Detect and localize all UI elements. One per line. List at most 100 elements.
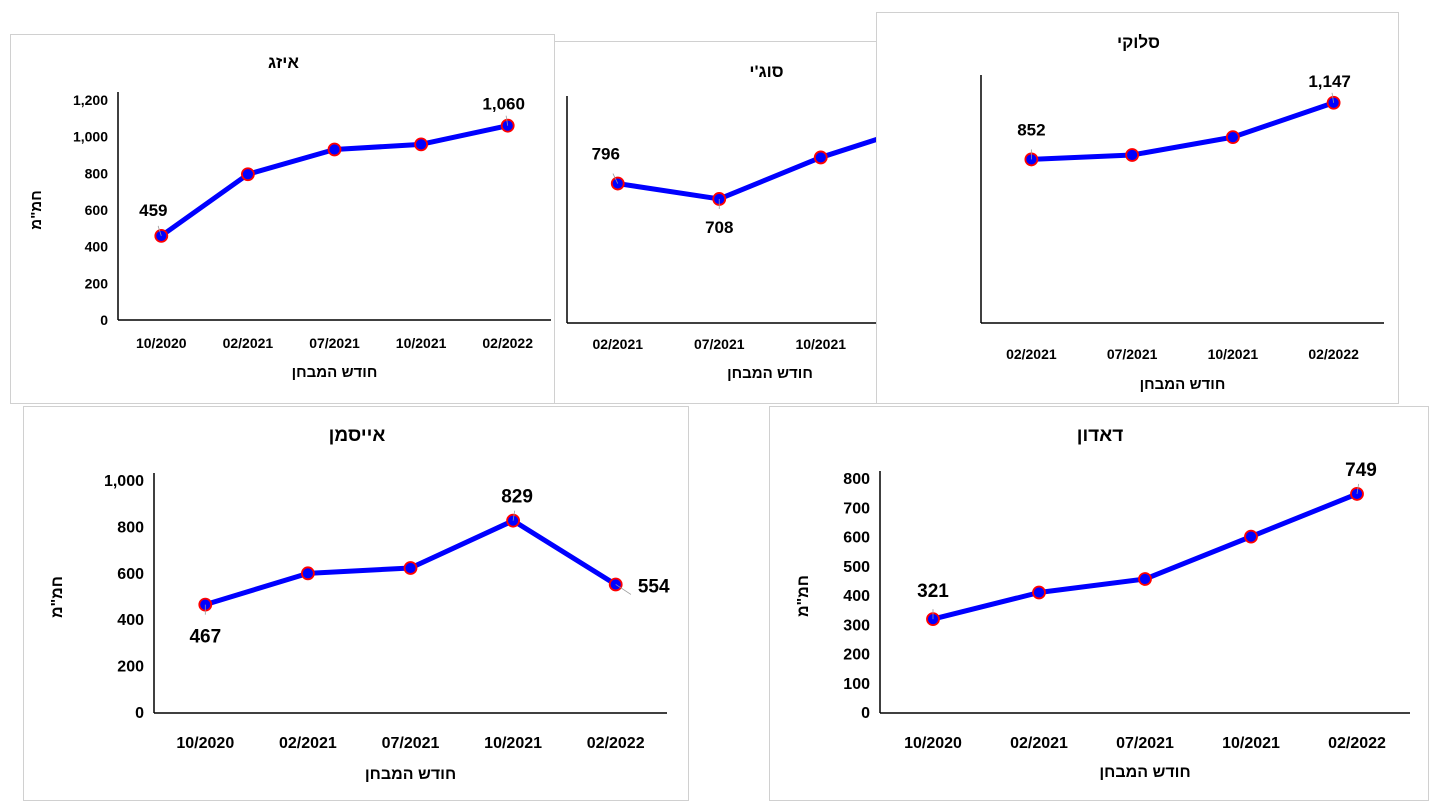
series-line xyxy=(617,122,924,202)
chart-title: איזג xyxy=(268,53,299,72)
y-tick-label: 200 xyxy=(85,275,109,291)
x-tick-label: 02/2021 xyxy=(279,735,337,752)
x-tick-label: 10/2020 xyxy=(904,735,962,752)
data-label: 852 xyxy=(1017,120,1045,139)
y-tick-label: 400 xyxy=(85,239,109,255)
x-tick-label: 10/2021 xyxy=(1222,735,1280,752)
y-axis-title: חמ"מ xyxy=(795,575,812,617)
data-point xyxy=(506,513,521,528)
data-point xyxy=(1244,529,1258,544)
chart-title: דאדון xyxy=(1077,425,1124,446)
data-label: 708 xyxy=(705,218,733,237)
y-tick-label: 800 xyxy=(117,519,144,536)
y-tick-label: 300 xyxy=(843,617,870,634)
data-point xyxy=(403,561,418,575)
chart-dadon: דאדון 0 100 200 300 400 500 600 700 800 10/2020 02/… xyxy=(795,425,1410,781)
data-point xyxy=(240,167,255,182)
data-label: 796 xyxy=(592,145,620,164)
leader-line xyxy=(512,510,516,521)
y-tick-label: 1,000 xyxy=(73,129,108,145)
y-tick-label: 400 xyxy=(117,612,144,629)
leader-line xyxy=(505,115,509,126)
y-tick-label: 1,000 xyxy=(104,473,144,490)
y-tick-label: 600 xyxy=(843,530,870,547)
y-tick-label: 600 xyxy=(117,566,144,583)
data-point xyxy=(1350,487,1364,501)
x-tick-label: 10/2020 xyxy=(136,335,187,351)
chart-title: סלוקי xyxy=(1117,33,1160,52)
data-point xyxy=(1225,130,1240,145)
y-tick-label: 100 xyxy=(843,676,870,693)
chart-saluki: סלוקי 02/2021 07/2021 10/2021 02/2022 חודש המ… xyxy=(980,33,1384,393)
data-point xyxy=(608,577,623,592)
x-tick-label: 10/2020 xyxy=(176,735,234,752)
data-point xyxy=(1138,572,1152,586)
data-point xyxy=(327,142,342,157)
data-label: 321 xyxy=(917,581,949,602)
x-axis-title: חודש המבחן xyxy=(292,364,378,381)
data-label: 467 xyxy=(189,627,221,648)
series-line xyxy=(159,123,509,238)
leader-line xyxy=(157,225,162,236)
x-tick-label: 10/2021 xyxy=(795,336,846,352)
data-label: 554 xyxy=(638,576,670,597)
series-line xyxy=(1031,100,1335,162)
chart-panel-izg: איזג 0 200 400 600 800 1,000 1,200 10/2020 02/202… xyxy=(10,34,555,404)
data-label: 749 xyxy=(1345,460,1377,481)
data-label: 1,060 xyxy=(482,95,525,114)
data-point xyxy=(813,150,828,165)
x-tick-label: 02/2021 xyxy=(592,336,643,352)
x-axis-title: חודש המבחן xyxy=(365,766,456,783)
chart-panel-eisman: אייסמן 0 200 400 600 800 1,000 10/2020 02/2021 07… xyxy=(23,406,689,801)
chart-panel-saluki: סלוקי 02/2021 07/2021 10/2021 02/2022 חודש המ… xyxy=(876,12,1399,404)
x-axis-title: חודש המבחן xyxy=(1099,764,1190,781)
leader-line xyxy=(612,173,619,184)
chart-title: אייסמן xyxy=(329,425,386,446)
data-point xyxy=(1032,585,1046,600)
data-label: 1,147 xyxy=(1308,72,1351,91)
x-tick-label: 02/2021 xyxy=(1006,346,1057,362)
chart-izg: איזג 0 200 400 600 800 1,000 1,200 10/2020 02/202… xyxy=(28,53,551,381)
data-point xyxy=(300,566,315,581)
x-tick-label: 02/2022 xyxy=(1328,735,1386,752)
data-label: 459 xyxy=(139,201,167,220)
y-tick-label: 200 xyxy=(117,659,144,676)
chart-eisman: אייסמן 0 200 400 600 800 1,000 10/2020 02/2021 07… xyxy=(49,425,670,783)
y-axis-title: חמ"מ xyxy=(28,190,45,229)
data-point xyxy=(414,137,429,152)
y-tick-label: 800 xyxy=(85,165,109,181)
x-tick-label: 02/2021 xyxy=(1010,735,1068,752)
y-tick-label: 400 xyxy=(843,588,870,605)
x-tick-label: 02/2022 xyxy=(587,735,645,752)
chart-panel-dadon: דאדון 0 100 200 300 400 500 600 700 800 10/2020 02/… xyxy=(769,406,1429,801)
x-tick-label: 10/2021 xyxy=(484,735,542,752)
x-tick-label: 10/2021 xyxy=(1208,346,1259,362)
x-tick-label: 07/2021 xyxy=(1107,346,1158,362)
x-tick-label: 02/2021 xyxy=(223,335,274,351)
x-tick-label: 07/2021 xyxy=(382,735,440,752)
leader-line xyxy=(1356,483,1359,494)
y-tick-label: 0 xyxy=(861,705,870,722)
data-label: 829 xyxy=(501,487,533,508)
x-tick-label: 02/2022 xyxy=(1308,346,1359,362)
x-tick-label: 07/2021 xyxy=(309,335,360,351)
y-tick-label: 800 xyxy=(843,471,870,488)
y-tick-label: 1,200 xyxy=(73,92,108,108)
chart-title: סוג'י xyxy=(749,62,783,81)
y-tick-label: 700 xyxy=(843,500,870,517)
y-axis-title: חמ"מ xyxy=(49,576,66,618)
series-line xyxy=(932,491,1358,622)
y-tick-label: 600 xyxy=(85,202,109,218)
y-tick-label: 0 xyxy=(100,312,108,328)
x-tick-label: 02/2022 xyxy=(482,335,533,351)
x-tick-label: 07/2021 xyxy=(694,336,745,352)
y-tick-label: 500 xyxy=(843,559,870,576)
leader-line xyxy=(615,584,632,595)
x-axis-title: חודש המבחן xyxy=(1140,376,1226,393)
x-tick-label: 10/2021 xyxy=(396,335,447,351)
x-tick-label: 07/2021 xyxy=(1116,735,1174,752)
data-point xyxy=(1125,148,1140,162)
leader-line xyxy=(1331,92,1335,103)
x-axis-title: חודש המבחן xyxy=(727,365,813,382)
y-tick-label: 0 xyxy=(135,705,144,722)
